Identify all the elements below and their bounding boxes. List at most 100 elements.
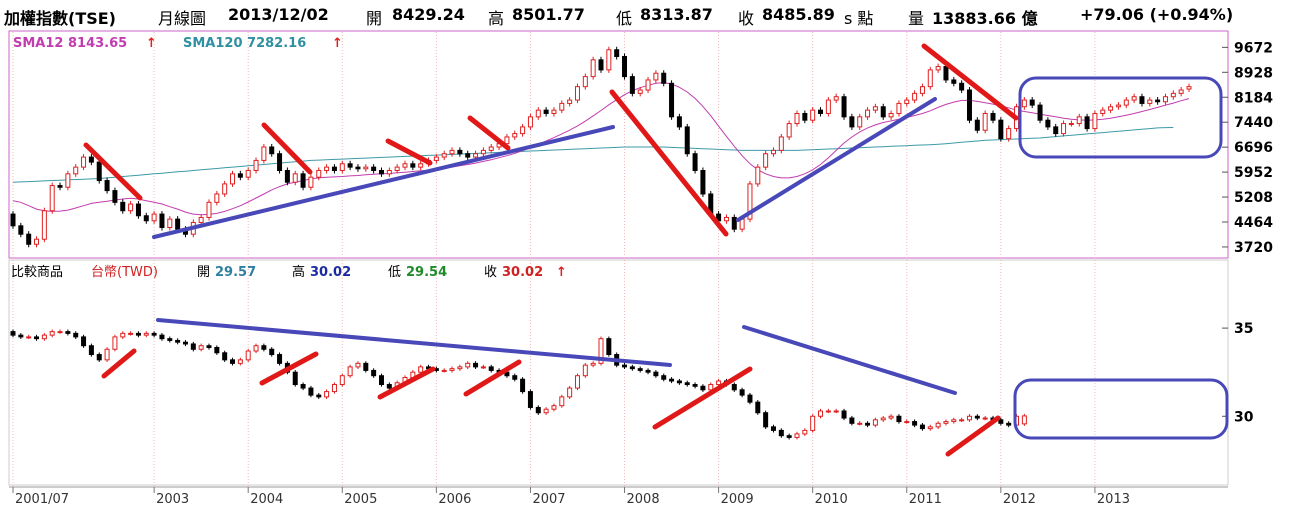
candle-up bbox=[637, 89, 643, 94]
candle-up bbox=[1147, 99, 1153, 104]
candle-down bbox=[896, 415, 902, 423]
candle-up bbox=[198, 345, 204, 350]
x-axis-tick-label: 2001/07 bbox=[15, 492, 69, 507]
red-trend-stroke bbox=[652, 366, 753, 430]
blue-trend-line bbox=[152, 125, 615, 239]
candle-down bbox=[1006, 422, 1012, 426]
candle-down bbox=[669, 82, 675, 118]
candle-down bbox=[88, 156, 94, 163]
red-trend-stroke bbox=[377, 366, 436, 400]
compare-close-label: 收 bbox=[484, 265, 497, 280]
candle-up bbox=[394, 166, 400, 171]
candle-down bbox=[269, 146, 275, 155]
candle-up bbox=[912, 92, 918, 101]
candle-up bbox=[1115, 104, 1121, 108]
open-value: 8429.24 bbox=[392, 5, 465, 24]
candle-up bbox=[543, 408, 549, 414]
candle-down bbox=[363, 362, 369, 371]
candle-up bbox=[473, 153, 479, 158]
candle-up bbox=[833, 410, 839, 413]
candle-up bbox=[747, 183, 753, 220]
candle-up bbox=[951, 419, 957, 423]
candle-down bbox=[378, 375, 384, 386]
candle-up bbox=[582, 76, 588, 88]
candle-down bbox=[159, 213, 165, 228]
candle-up bbox=[904, 99, 910, 104]
candle-up bbox=[872, 106, 878, 111]
candle-down bbox=[998, 119, 1004, 140]
x-axis-tick-label: 2003 bbox=[156, 492, 189, 507]
upper-y-tick-label: 3720 bbox=[1234, 240, 1273, 256]
candle-up bbox=[888, 415, 894, 419]
candle-down bbox=[214, 346, 220, 354]
red-trend-stroke bbox=[259, 351, 319, 386]
candle-up bbox=[331, 384, 337, 393]
candle-down bbox=[143, 215, 149, 222]
candle-up bbox=[41, 210, 47, 240]
candle-up bbox=[49, 185, 55, 212]
candle-down bbox=[10, 213, 16, 227]
candle-down bbox=[112, 190, 118, 203]
candle-down bbox=[512, 375, 518, 380]
candle-down bbox=[951, 79, 957, 84]
candle-down bbox=[331, 166, 337, 171]
candle-down bbox=[81, 336, 87, 347]
red-trend-stroke bbox=[385, 138, 433, 166]
red-trend-stroke bbox=[101, 348, 137, 379]
candle-up bbox=[480, 149, 486, 155]
candle-down bbox=[731, 384, 737, 391]
candle-up bbox=[214, 193, 220, 203]
compare-name: 台幣(TWD) bbox=[91, 265, 158, 280]
candle-down bbox=[912, 421, 918, 426]
candle-up bbox=[1021, 99, 1027, 108]
lower-y-tick-label: 35 bbox=[1234, 321, 1253, 337]
candle-up bbox=[708, 384, 714, 391]
candle-up bbox=[222, 183, 228, 195]
candle-down bbox=[959, 82, 965, 91]
candle-down bbox=[18, 334, 24, 338]
candle-up bbox=[527, 116, 533, 128]
candle-down bbox=[316, 394, 322, 398]
sma12-arrow-icon: ↑ bbox=[146, 36, 157, 51]
candle-up bbox=[261, 146, 267, 161]
candle-down bbox=[622, 55, 628, 78]
candle-up bbox=[480, 366, 486, 369]
candle-down bbox=[10, 331, 16, 336]
candle-up bbox=[441, 153, 447, 158]
upper-y-tick-label: 4464 bbox=[1234, 215, 1273, 231]
sma120-line bbox=[12, 127, 1174, 183]
candle-down bbox=[1084, 116, 1090, 130]
candle-up bbox=[904, 421, 910, 424]
candle-down bbox=[386, 384, 392, 389]
candle-up bbox=[449, 149, 455, 155]
candle-down bbox=[206, 345, 212, 348]
candle-up bbox=[65, 173, 71, 188]
compare-low-value: 29.54 bbox=[406, 265, 447, 280]
candle-up bbox=[865, 109, 871, 118]
volume-label: 量 bbox=[908, 9, 925, 28]
x-axis-tick-label: 2008 bbox=[627, 492, 660, 507]
candle-up bbox=[935, 66, 941, 71]
candle-down bbox=[755, 401, 761, 414]
candle-down bbox=[684, 126, 690, 155]
blue-highlight-box-upper bbox=[1018, 76, 1223, 159]
candle-up bbox=[927, 426, 933, 430]
red-trend-stroke bbox=[945, 415, 1001, 457]
candle-down bbox=[18, 225, 24, 235]
candle-down bbox=[261, 345, 267, 350]
candle-up bbox=[1021, 415, 1027, 425]
candle-up bbox=[81, 156, 87, 168]
candle-down bbox=[1037, 104, 1043, 121]
candle-down bbox=[684, 382, 690, 386]
candle-down bbox=[135, 203, 141, 217]
candle-up bbox=[355, 362, 361, 368]
candle-down bbox=[96, 354, 102, 361]
symbol-title: 加權指數(TSE) bbox=[4, 9, 116, 28]
candle-down bbox=[622, 364, 628, 368]
candle-up bbox=[308, 176, 314, 188]
candle-up bbox=[1131, 96, 1137, 101]
candle-down bbox=[770, 426, 776, 431]
candle-down bbox=[849, 116, 855, 128]
candle-up bbox=[386, 169, 392, 175]
